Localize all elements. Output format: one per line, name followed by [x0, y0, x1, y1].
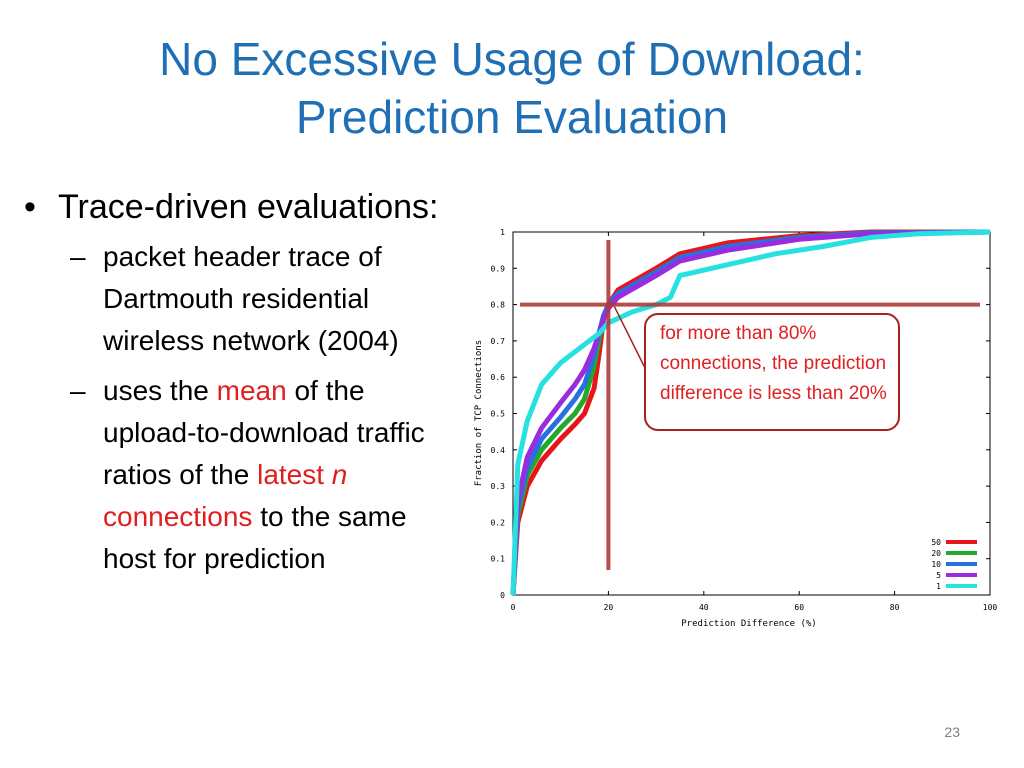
y-tick-label: 0.3: [491, 482, 506, 491]
sub-bullet-marker: –: [70, 241, 86, 272]
bullet-list: • Trace-driven evaluations: – packet hea…: [18, 186, 458, 580]
slide-title: No Excessive Usage of Download: Predicti…: [60, 30, 964, 146]
y-axis-label: Fraction of TCP Connections: [474, 340, 484, 486]
legend-label-20: 20: [931, 549, 941, 558]
callout-text: for more than 80% connections, the predi…: [660, 323, 887, 404]
series-line-5: [510, 229, 991, 596]
bullet-text: Trace-driven evaluations:: [58, 188, 439, 226]
x-tick-label: 20: [604, 603, 614, 612]
y-tick-label: 0.9: [491, 264, 506, 273]
x-tick-label: 100: [983, 603, 998, 612]
sub-bullet-text-part: of the upload-to-download traffic ratios…: [103, 375, 425, 490]
y-tick-label: 1: [500, 228, 505, 237]
x-tick-label: 0: [511, 603, 516, 612]
series-line-1: [510, 229, 991, 596]
legend-label-50: 50: [931, 538, 941, 547]
y-tick-label: 0.6: [491, 373, 506, 382]
y-tick-label: 0.8: [491, 301, 506, 310]
y-tick-label: 0.7: [491, 337, 506, 346]
legend-label-10: 10: [931, 560, 941, 569]
y-tick-label: 0.2: [491, 518, 506, 527]
highlight-mean: mean: [216, 375, 287, 406]
bullet-marker: •: [24, 188, 36, 226]
x-tick-label: 60: [794, 603, 804, 612]
legend-label-5: 5: [936, 571, 941, 580]
page-number: 23: [944, 724, 960, 740]
y-tick-label: 0.1: [491, 555, 506, 564]
y-tick-label: 0.5: [491, 410, 506, 419]
sub-bullet-item: – packet header trace of Dartmouth resid…: [18, 236, 458, 362]
cdf-chart: 0 0.1 0.2 0.3 0.4 0.5 0.6 0.7 0.8 0.9 1 0 20 40 60 80 10…: [460, 218, 1010, 638]
sub-bullet-item: – uses the mean of the upload-to-downloa…: [18, 370, 458, 580]
highlight-connections: connections: [103, 501, 253, 532]
y-tick-label: 0.4: [491, 446, 506, 455]
title-line-1: No Excessive Usage of Download:: [159, 33, 865, 85]
annotation-callout: for more than 80% connections, the predi…: [644, 313, 900, 431]
sub-bullet-marker: –: [70, 375, 86, 406]
x-tick-label: 80: [890, 603, 900, 612]
chart-svg: 00.10.20.30.40.50.60.70.80.910 20 40 60 80 10…: [474, 228, 998, 629]
bullet-item: • Trace-driven evaluations:: [18, 186, 458, 228]
legend-label-1: 1: [936, 582, 941, 591]
title-line-2: Prediction Evaluation: [295, 91, 729, 143]
sub-bullet-text: packet header trace of Dartmouth residen…: [103, 241, 399, 356]
highlight-n: n: [331, 459, 348, 490]
x-tick-label: 40: [699, 603, 709, 612]
y-tick-label: 0: [500, 591, 505, 600]
sub-bullet-text-part: uses the: [103, 375, 217, 406]
sub-bullet-text-part: to the same host for prediction: [103, 501, 407, 574]
highlight-latest: latest: [257, 459, 332, 490]
x-axis-label: Prediction Difference (%): [681, 619, 816, 629]
callout-pointer: [613, 306, 646, 369]
